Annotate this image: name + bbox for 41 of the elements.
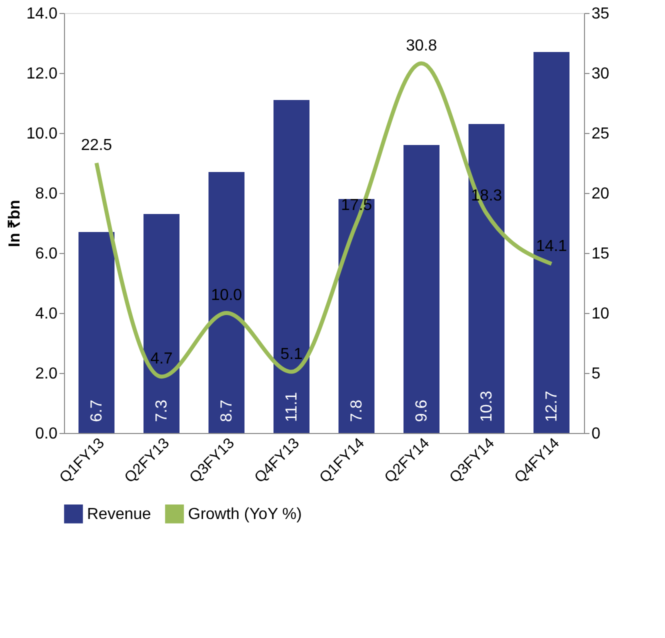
y-tick-label: 2.0 <box>35 366 58 382</box>
data-label: 14.1 <box>536 238 568 255</box>
data-label: 12.7 <box>544 390 560 422</box>
bar <box>468 124 504 433</box>
data-label: 10.3 <box>478 390 496 422</box>
data-label: 4.7 <box>150 350 173 368</box>
y2-tick-label: 5 <box>592 366 600 382</box>
bar <box>274 100 310 433</box>
data-label: 10.0 <box>210 287 242 304</box>
y-tick-label: 8.0 <box>35 186 58 202</box>
y2-tick-label: 20 <box>592 186 610 202</box>
data-label: 22.5 <box>80 137 112 154</box>
y-tick-label: 12.0 <box>26 66 58 82</box>
data-label: 30.8 <box>406 37 438 54</box>
y-tick-label: 0.0 <box>35 426 58 442</box>
y2-tick-label: 10 <box>592 306 610 322</box>
legend-label: Revenue <box>87 506 152 523</box>
data-label: 7.3 <box>154 400 170 422</box>
y-tick-label: 10.0 <box>26 126 58 142</box>
bar <box>144 214 180 433</box>
data-label: 7.8 <box>348 400 366 422</box>
y2-tick-label: 30 <box>592 66 610 82</box>
bar <box>338 199 374 433</box>
data-label: 9.6 <box>414 400 430 422</box>
data-label: 6.7 <box>88 400 106 422</box>
y-axis-title: In ₹bn <box>6 200 24 248</box>
y-tick-label: 4.0 <box>35 306 58 322</box>
bar <box>404 145 440 433</box>
legend-label: Growth (YoY %) <box>188 506 302 523</box>
bar <box>78 232 114 433</box>
y2-tick-label: 35 <box>592 6 610 22</box>
y2-tick-label: 15 <box>592 246 610 262</box>
y2-tick-label: 25 <box>592 126 610 142</box>
data-label: 5.1 <box>280 346 303 363</box>
y2-tick-label: 0 <box>592 426 600 442</box>
bar <box>208 172 244 433</box>
y-tick-label: 14.0 <box>26 6 58 22</box>
y-tick-label: 6.0 <box>35 246 58 262</box>
data-label: 8.7 <box>218 400 236 422</box>
data-label: 11.1 <box>284 392 300 422</box>
bar <box>534 52 570 433</box>
